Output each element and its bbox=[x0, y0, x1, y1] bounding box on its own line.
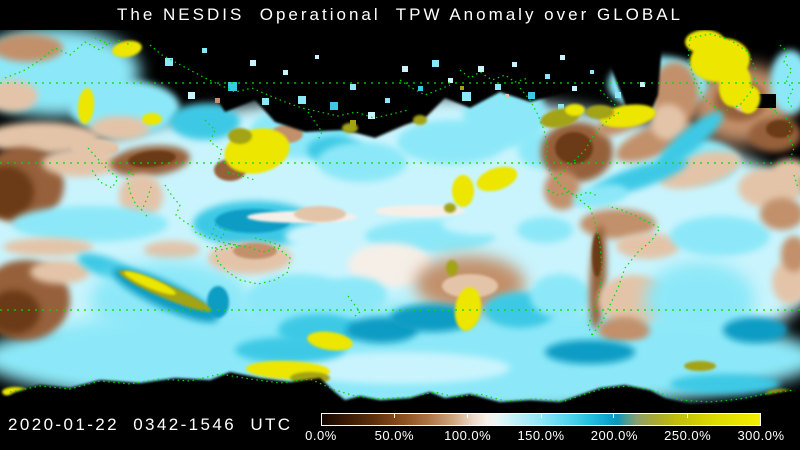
colorbar-tick bbox=[686, 414, 688, 418]
colorbar-labels: 0.0% 50.0% 100.0% 150.0% 200.0% 250.0% 300.0% bbox=[305, 428, 784, 446]
colorbar-label: 300.0% bbox=[737, 428, 785, 443]
colorbar-tick bbox=[613, 414, 615, 418]
latitude-lines bbox=[0, 82, 800, 311]
colorbar-tick bbox=[540, 414, 542, 418]
page-title: The NESDIS Operational TPW Anomaly over … bbox=[116, 5, 684, 24]
colorbar-label: 250.0% bbox=[664, 428, 712, 443]
colorbar-label: 50.0% bbox=[374, 428, 415, 443]
colorbar-gradient bbox=[322, 414, 760, 425]
colorbar-label: 0.0% bbox=[305, 428, 337, 443]
colorbar-label: 100.0% bbox=[444, 428, 492, 443]
antarctic-no-data bbox=[0, 372, 800, 406]
title-band bbox=[0, 0, 800, 30]
colorbar-label: 150.0% bbox=[517, 428, 565, 443]
extreme-anomaly-yellow-patches bbox=[2, 30, 794, 399]
coastlines bbox=[4, 33, 799, 403]
colorbar bbox=[321, 413, 761, 426]
colorbar-tick bbox=[394, 414, 396, 418]
timestamp-label: 2020-01-22 0342-1546 UTC bbox=[8, 415, 293, 434]
colorbar-label: 200.0% bbox=[590, 428, 638, 443]
footer-bar: 2020-01-22 0342-1546 UTC 0.0% 50.0% 100.0%… bbox=[0, 406, 800, 450]
colorbar-tick bbox=[467, 414, 469, 418]
